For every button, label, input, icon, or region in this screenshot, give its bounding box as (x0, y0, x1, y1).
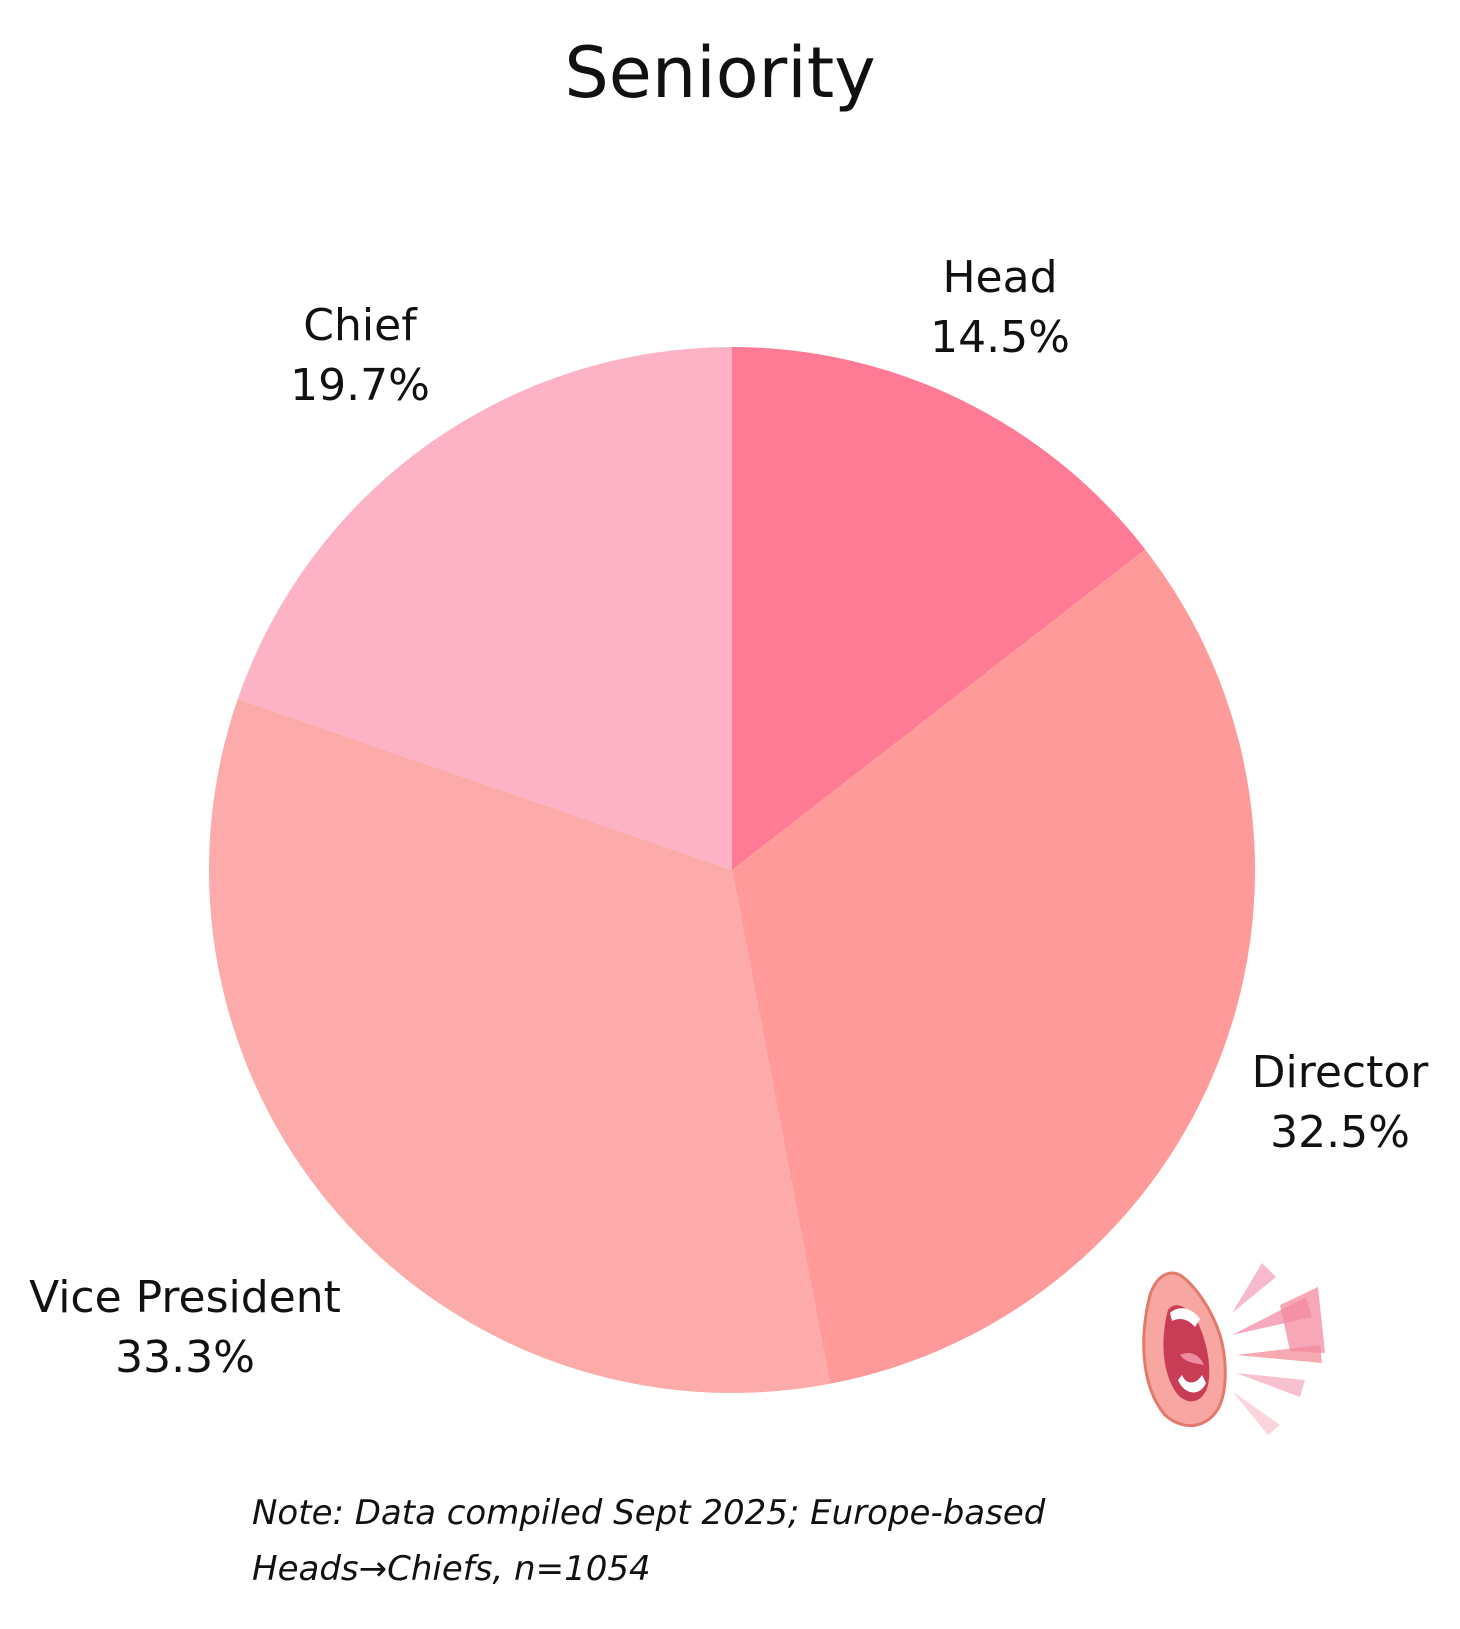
chart-note-line-2: Heads→Chiefs, n=1054 (252, 1549, 651, 1589)
label-chief: Chief 19.7% (290, 300, 430, 411)
label-director-name: Director (1252, 1047, 1430, 1098)
label-chief-value: 19.7% (290, 360, 430, 411)
chart-title: Seniority (564, 32, 875, 114)
label-chief-name: Chief (303, 300, 418, 351)
pie-slice-head (732, 347, 1146, 870)
chart-note-line-1: Note: Data compiled Sept 2025; Europe-ba… (252, 1493, 1046, 1533)
chart-note: Note: Data compiled Sept 2025; Europe-ba… (252, 1485, 1252, 1597)
label-head-value: 14.5% (930, 312, 1070, 363)
label-vice-president: Vice President 33.3% (29, 1272, 341, 1383)
label-director-value: 32.5% (1270, 1107, 1410, 1158)
label-vice-president-value: 33.3% (115, 1332, 255, 1383)
pie-slice-chief (237, 346, 733, 870)
pie-slice-vice-president (208, 699, 830, 1394)
label-head: Head 14.5% (930, 252, 1070, 363)
pie-slices (208, 346, 1256, 1394)
pie-slice-director (732, 549, 1256, 1384)
label-director: Director 32.5% (1252, 1047, 1430, 1158)
label-vice-president-name: Vice President (29, 1272, 341, 1323)
shouting-mouth-icon (1142, 1263, 1325, 1435)
label-head-name: Head (942, 252, 1057, 303)
